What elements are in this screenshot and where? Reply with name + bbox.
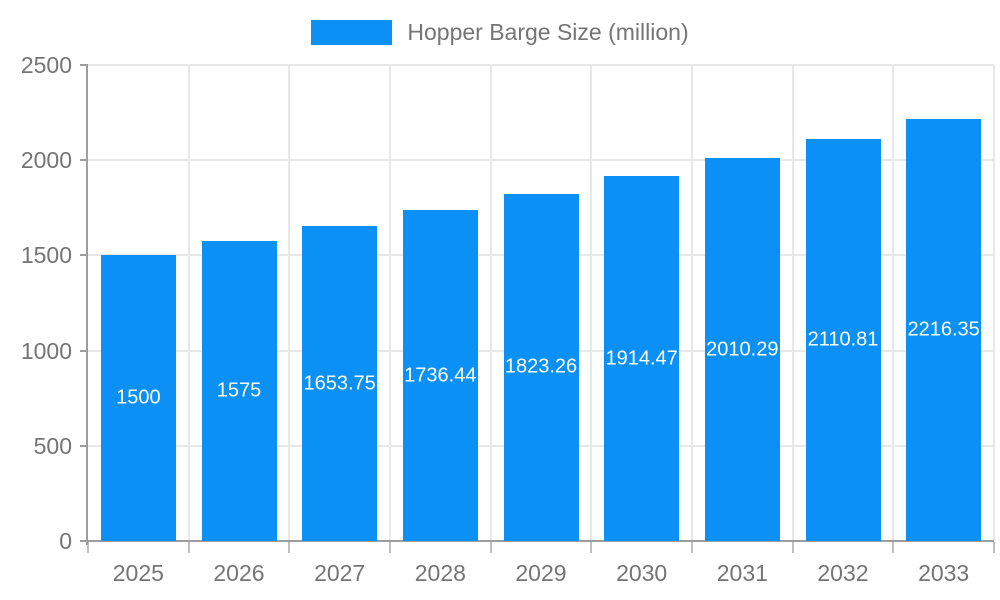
y-tick-label: 500 [33, 432, 72, 459]
x-axis-tick [87, 542, 89, 553]
v-gridline [489, 65, 492, 541]
x-tick-label: 2032 [817, 560, 869, 586]
v-gridline [389, 65, 391, 541]
legend-label: Hopper Barge Size (million) [407, 18, 689, 45]
x-axis-tick [389, 542, 391, 553]
x-axis-tick [187, 542, 190, 553]
y-axis-tick [80, 444, 88, 447]
bar-2027[interactable] [302, 226, 378, 541]
y-tick-label: 2500 [20, 52, 72, 78]
y-axis-tick [80, 159, 88, 162]
chart-legend[interactable]: Hopper Barge Size (million) [0, 14, 1000, 50]
x-tick-label: 2025 [112, 560, 164, 586]
x-tick-label: 2026 [213, 560, 265, 586]
v-gridline [288, 65, 291, 541]
v-gridline [993, 65, 995, 541]
x-axis-tick [489, 542, 492, 553]
x-axis-tick [892, 542, 895, 553]
x-tick-label: 2027 [314, 560, 366, 586]
bar-2030[interactable] [604, 176, 680, 541]
h-gridline [88, 64, 994, 66]
bar-2033[interactable] [906, 119, 982, 541]
bar-2026[interactable] [201, 241, 277, 541]
x-tick-label: 2033 [918, 560, 970, 586]
y-tick-label: 2000 [20, 147, 72, 174]
legend-swatch-icon [311, 19, 393, 45]
bar-2031[interactable] [704, 158, 780, 541]
x-axis-tick [691, 542, 693, 553]
v-gridline [691, 65, 693, 541]
x-axis-tick [590, 542, 593, 553]
bar-2032[interactable] [805, 139, 881, 541]
y-tick-label: 0 [59, 528, 72, 554]
x-axis-tick [288, 542, 291, 553]
y-axis-tick [80, 64, 88, 66]
y-tick-label: 1500 [20, 242, 72, 269]
x-tick-label: 2030 [616, 560, 668, 586]
y-axis-tick [80, 349, 88, 352]
x-axis-line [80, 540, 994, 542]
v-gridline [187, 65, 190, 541]
y-axis-line [86, 65, 88, 545]
x-tick-label: 2031 [716, 560, 768, 586]
v-gridline [791, 65, 794, 541]
x-tick-label: 2029 [515, 560, 567, 586]
y-axis-tick [80, 254, 88, 257]
v-gridline [892, 65, 895, 541]
bar-2025[interactable] [100, 255, 176, 541]
bar-2028[interactable] [402, 210, 478, 541]
x-axis-tick [993, 542, 995, 553]
h-gridline [88, 159, 994, 162]
bar-2029[interactable] [503, 193, 579, 541]
v-gridline [590, 65, 593, 541]
x-axis-tick [791, 542, 794, 553]
x-tick-label: 2028 [414, 560, 466, 586]
y-tick-label: 1000 [20, 337, 72, 364]
